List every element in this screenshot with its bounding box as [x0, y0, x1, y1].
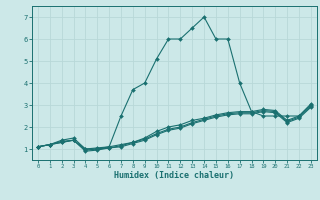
X-axis label: Humidex (Indice chaleur): Humidex (Indice chaleur) [115, 171, 234, 180]
